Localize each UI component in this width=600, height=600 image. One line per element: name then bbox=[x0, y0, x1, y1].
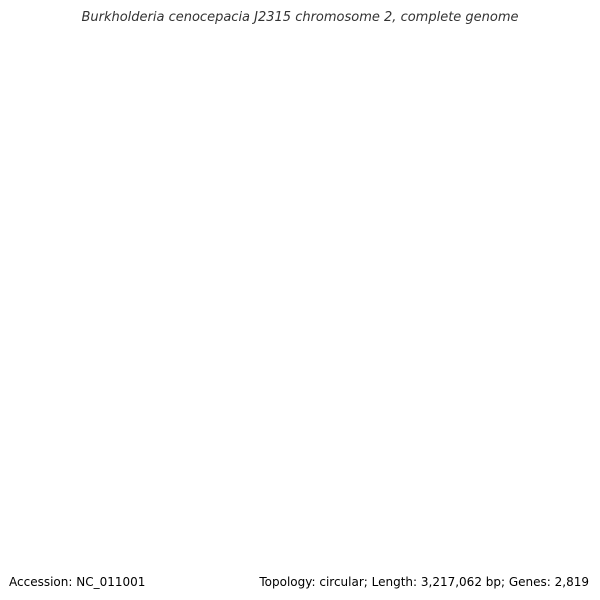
accession-text: Accession: NC_011001 bbox=[9, 575, 146, 589]
topology-stats-text: Topology: circular; Length: 3,217,062 bp… bbox=[259, 575, 589, 589]
map-title: Burkholderia cenocepacia J2315 chromosom… bbox=[81, 10, 519, 25]
